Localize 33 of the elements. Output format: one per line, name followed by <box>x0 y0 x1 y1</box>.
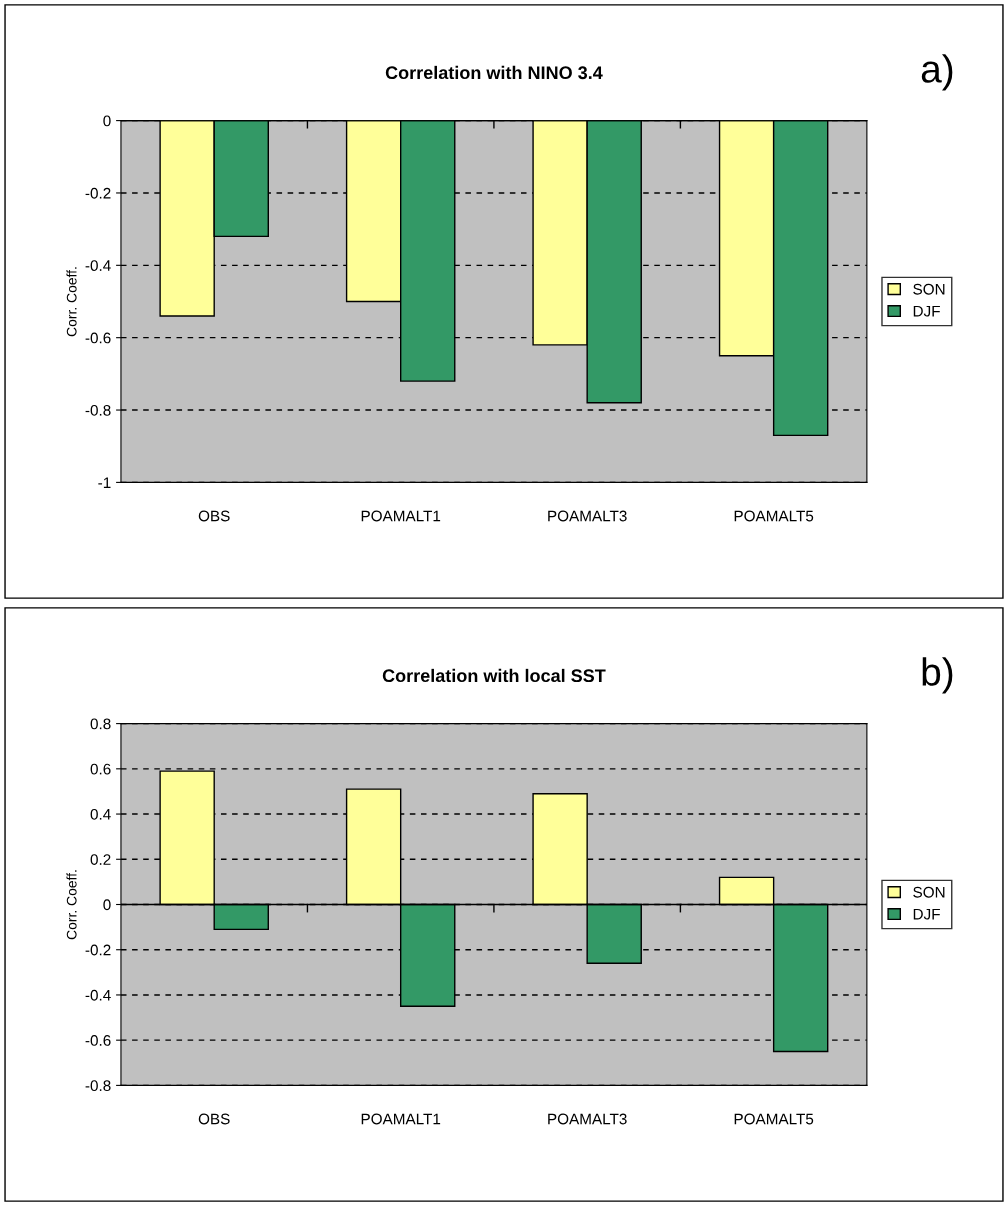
chart-title: Correlation with NINO 3.4 <box>385 65 603 80</box>
x-tick-label: POAMALT1 <box>361 510 441 522</box>
y-tick-label: 0 <box>103 899 111 911</box>
text: b) <box>922 657 953 694</box>
y-tick-label: -0.4 <box>85 989 111 1001</box>
y-axis-title: Corr. Coeff. <box>66 870 77 940</box>
x-tick-label: OBS <box>198 1113 230 1125</box>
chart-title: Correlation with local SST <box>382 668 606 683</box>
y-tick-label: -0.2 <box>85 944 111 956</box>
y-tick-label: 0.6 <box>90 763 111 775</box>
y-tick-label: 0 <box>103 115 111 127</box>
text: a) <box>921 54 953 91</box>
y-tick-label: -0.2 <box>85 187 111 199</box>
y-tick-label: -0.4 <box>85 260 111 272</box>
y-tick-label: 0.8 <box>90 718 111 730</box>
y-tick-label: -0.8 <box>85 1080 111 1092</box>
legend-label: DJF <box>913 908 940 920</box>
legend-label: DJF <box>913 305 940 317</box>
x-tick-label: POAMALT3 <box>548 510 627 522</box>
y-tick-label: 0.4 <box>90 808 111 820</box>
y-tick-label: -0.6 <box>85 332 111 344</box>
x-tick-label: POAMALT5 <box>734 1113 814 1125</box>
y-tick-label: 0.2 <box>90 854 111 865</box>
x-tick-label: POAMALT3 <box>548 1113 627 1125</box>
legend-label: SON <box>913 886 945 898</box>
y-axis-title: Corr. Coeff. <box>66 267 77 337</box>
x-tick-label: POAMALT1 <box>361 1113 441 1125</box>
x-tick-label: OBS <box>198 510 230 522</box>
y-tick-label: -0.8 <box>85 404 111 416</box>
y-tick-label: -0.6 <box>85 1035 111 1046</box>
legend-label: SON <box>913 283 945 295</box>
y-tick-label: -1 <box>98 477 111 488</box>
x-tick-label: POAMALT5 <box>734 510 814 522</box>
